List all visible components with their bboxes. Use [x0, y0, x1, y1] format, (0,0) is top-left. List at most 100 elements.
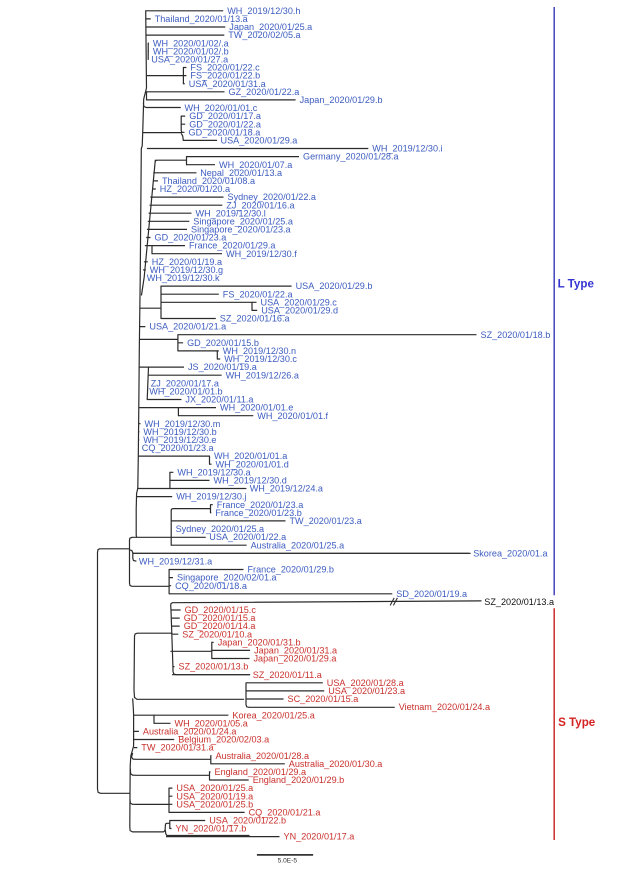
svg-text:WH_2019/12/30.h: WH_2019/12/30.h — [227, 6, 300, 16]
svg-text:GD_2020/01/22.a: GD_2020/01/22.a — [189, 119, 262, 129]
svg-text:WH_2019/12/30.l: WH_2019/12/30.l — [196, 208, 266, 218]
svg-text:SZ_2020/01/18.b: SZ_2020/01/18.b — [481, 330, 551, 340]
svg-text:WH_2020/01/01.d: WH_2020/01/01.d — [216, 459, 289, 469]
svg-text:TW_2020/01/31.a: TW_2020/01/31.a — [141, 743, 214, 753]
svg-text:JS_2020/01/19.a: JS_2020/01/19.a — [188, 362, 258, 372]
svg-text:WH_2019/12/24.a: WH_2019/12/24.a — [250, 484, 324, 494]
svg-text:SZ_2020/01/16.a: SZ_2020/01/16.a — [220, 314, 291, 324]
svg-text:USA_2020/01/28.a: USA_2020/01/28.a — [327, 678, 405, 688]
svg-text:USA_2020/01/21.a: USA_2020/01/21.a — [149, 322, 227, 332]
svg-text:CQ_2020/01/21.a: CQ_2020/01/21.a — [249, 808, 322, 818]
svg-text:GD_2020/01/18.a: GD_2020/01/18.a — [189, 127, 262, 137]
svg-text:USA_2020/01/29.a: USA_2020/01/29.a — [221, 136, 299, 146]
svg-text:Australia_2020/01/28.a: Australia_2020/01/28.a — [216, 751, 310, 761]
svg-text:WH_2019/12/30.b: WH_2019/12/30.b — [143, 427, 216, 437]
svg-text:SD_2020/01/19.a: SD_2020/01/19.a — [396, 589, 468, 599]
svg-text:Japan_2020/01/29.b: Japan_2020/01/29.b — [300, 95, 383, 105]
svg-text:WH_2019/12/30.i: WH_2019/12/30.i — [372, 144, 442, 154]
svg-text:GZ_2020/01/22.a: GZ_2020/01/22.a — [229, 87, 301, 97]
svg-text:WH_2019/12/30.g: WH_2019/12/30.g — [150, 265, 223, 275]
svg-text:WH_2019/12/30.f: WH_2019/12/30.f — [226, 249, 297, 259]
svg-text:JX_2020/01/11.a: JX_2020/01/11.a — [185, 395, 254, 405]
svg-text:5.0E-5: 5.0E-5 — [278, 857, 298, 864]
svg-text:FS_2020/01/22.a: FS_2020/01/22.a — [223, 289, 294, 299]
svg-text:WH_2019/12/30.a: WH_2019/12/30.a — [177, 467, 251, 477]
svg-text:USA_2020/01/29.b: USA_2020/01/29.b — [296, 281, 373, 291]
svg-text:WH_2019/12/30.k: WH_2019/12/30.k — [147, 273, 220, 283]
svg-text:Singapore_2020/01/25.a: Singapore_2020/01/25.a — [193, 216, 294, 226]
svg-text:Japan_2020/01/31.a: Japan_2020/01/31.a — [254, 646, 338, 656]
svg-text:CQ_2020/01/18.a: CQ_2020/01/18.a — [175, 581, 248, 591]
svg-text:Australia_2020/01/30.a: Australia_2020/01/30.a — [289, 759, 383, 769]
svg-text:Australia_2020/01/25.a: Australia_2020/01/25.a — [251, 540, 345, 550]
svg-text:WH_2019/12/31.a: WH_2019/12/31.a — [139, 557, 213, 567]
svg-text:WH_2020/01/02/.b: WH_2020/01/02/.b — [153, 46, 229, 56]
svg-text:GD_2020/01/15.c: GD_2020/01/15.c — [185, 605, 257, 615]
svg-text:USA_2020/01/29.d: USA_2020/01/29.d — [261, 306, 338, 316]
svg-text:HZ_2020/01/20.a: HZ_2020/01/20.a — [160, 184, 231, 194]
svg-text:SZ_2020/01/10.a: SZ_2020/01/10.a — [182, 629, 253, 639]
svg-text:England_2020/01/29.b: England_2020/01/29.b — [253, 775, 345, 785]
svg-text:WH_2019/12/30.j: WH_2019/12/30.j — [176, 492, 246, 502]
svg-text:CQ_2020/01/23.a: CQ_2020/01/23.a — [142, 443, 215, 453]
svg-text:Korea_2020/01/25.a: Korea_2020/01/25.a — [232, 710, 315, 720]
svg-text:GD_2020/01/15.b: GD_2020/01/15.b — [187, 338, 259, 348]
svg-text:USA_2020/01/29.c: USA_2020/01/29.c — [261, 297, 338, 307]
svg-text:USA_2020/01/22.b: USA_2020/01/22.b — [209, 816, 286, 826]
svg-text:Belgium_2020/02/03.a: Belgium_2020/02/03.a — [178, 735, 270, 745]
svg-text:WH_2019/12/30.m: WH_2019/12/30.m — [145, 419, 221, 429]
svg-text:WH_2020/01/01.b: WH_2020/01/01.b — [149, 387, 222, 397]
svg-text:Sydney_2020/01/25.a: Sydney_2020/01/25.a — [176, 524, 265, 534]
svg-text:WH_2019/12/26.a: WH_2019/12/26.a — [226, 370, 300, 380]
svg-text:Thailand_2020/01/13.a: Thailand_2020/01/13.a — [155, 14, 249, 24]
svg-text:FS_2020/01/22.c: FS_2020/01/22.c — [190, 63, 260, 73]
svg-text:WH_2020/01/01.c: WH_2020/01/01.c — [185, 103, 258, 113]
svg-text:GD_2020/01/15.a: GD_2020/01/15.a — [184, 613, 257, 623]
svg-text:ZJ_2020/01/17.a: ZJ_2020/01/17.a — [151, 378, 220, 388]
svg-text:SC_2020/01/15.a: SC_2020/01/15.a — [288, 694, 360, 704]
svg-text:USA_2020/01/25.b: USA_2020/01/25.b — [176, 799, 253, 809]
svg-text:YN_2020/01/17.a: YN_2020/01/17.a — [284, 832, 356, 842]
svg-text:HZ_2020/01/19.a: HZ_2020/01/19.a — [152, 257, 223, 267]
svg-text:Singapore_2020/01/23.a: Singapore_2020/01/23.a — [191, 225, 292, 235]
svg-text:WH_2020/01/01.a: WH_2020/01/01.a — [214, 451, 288, 461]
svg-text:WH_2020/01/01.e: WH_2020/01/01.e — [220, 403, 293, 413]
svg-text:Germany_2020/01/28.a: Germany_2020/01/28.a — [303, 152, 399, 162]
svg-text:SZ_2020/01/11.a: SZ_2020/01/11.a — [253, 670, 323, 680]
svg-text:Japan_2020/01/25.a: Japan_2020/01/25.a — [229, 22, 313, 32]
svg-text:Australia_2020/01/24.a: Australia_2020/01/24.a — [143, 727, 237, 737]
svg-text:WH_2019/12/30.n: WH_2019/12/30.n — [223, 346, 296, 356]
svg-text:USA_2020/01/31.a: USA_2020/01/31.a — [189, 79, 267, 89]
svg-text:England_2020/01/29.a: England_2020/01/29.a — [215, 767, 307, 777]
svg-text:S Type: S Type — [558, 716, 596, 729]
svg-text:L Type: L Type — [558, 278, 595, 291]
svg-text:Vietnam_2020/01/24.a: Vietnam_2020/01/24.a — [399, 702, 491, 712]
svg-text:WH_2020/01/01.f: WH_2020/01/01.f — [257, 411, 328, 421]
svg-text:France_2020/01/23.b: France_2020/01/23.b — [215, 508, 301, 518]
svg-text:France_2020/01/29.a: France_2020/01/29.a — [189, 241, 276, 251]
svg-text:Sydney_2020/01/22.a: Sydney_2020/01/22.a — [228, 192, 317, 202]
svg-text:USA_2020/01/25.a: USA_2020/01/25.a — [176, 783, 254, 793]
svg-text:WH_2019/12/30.d: WH_2019/12/30.d — [214, 476, 287, 486]
svg-text:GD_2020/01/23.a: GD_2020/01/23.a — [155, 233, 228, 243]
svg-text:USA_2020/01/19.a: USA_2020/01/19.a — [176, 791, 254, 801]
svg-text:TW_2020/01/23.a: TW_2020/01/23.a — [290, 516, 363, 526]
svg-text:YN_2020/01/17.b: YN_2020/01/17.b — [176, 824, 247, 834]
svg-text:USA_2020/01/27.a: USA_2020/01/27.a — [151, 55, 229, 65]
svg-text:ZJ_2020/01/16.a: ZJ_2020/01/16.a — [226, 200, 295, 210]
svg-text:USA_2020/01/22.a: USA_2020/01/22.a — [209, 532, 287, 542]
svg-text:Thailand_2020/01/08.a: Thailand_2020/01/08.a — [162, 176, 256, 186]
svg-text:Japan_2020/01/31.b: Japan_2020/01/31.b — [218, 637, 301, 647]
svg-text:Skorea_2020/01.a: Skorea_2020/01.a — [473, 548, 548, 558]
svg-text:SZ_2020/01/13.b: SZ_2020/01/13.b — [179, 662, 249, 672]
svg-text:Nepal_2020/01/13.a: Nepal_2020/01/13.a — [200, 168, 283, 178]
svg-text:France_2020/01/29.b: France_2020/01/29.b — [248, 565, 334, 575]
svg-text:WH_2019/12/30.e: WH_2019/12/30.e — [143, 435, 216, 445]
svg-text:WH_2020/01/05.a: WH_2020/01/05.a — [175, 718, 249, 728]
svg-text:France_2020/01/23.a: France_2020/01/23.a — [217, 500, 304, 510]
svg-text:GD_2020/01/17.a: GD_2020/01/17.a — [189, 111, 262, 121]
svg-text:GD_2020/01/14.a: GD_2020/01/14.a — [184, 621, 257, 631]
svg-text:SZ_2020/01/13.a: SZ_2020/01/13.a — [484, 597, 555, 607]
svg-text:WH_2020/01/02/.a: WH_2020/01/02/.a — [153, 38, 230, 48]
svg-text:WH_2020/01/07.a: WH_2020/01/07.a — [219, 160, 293, 170]
